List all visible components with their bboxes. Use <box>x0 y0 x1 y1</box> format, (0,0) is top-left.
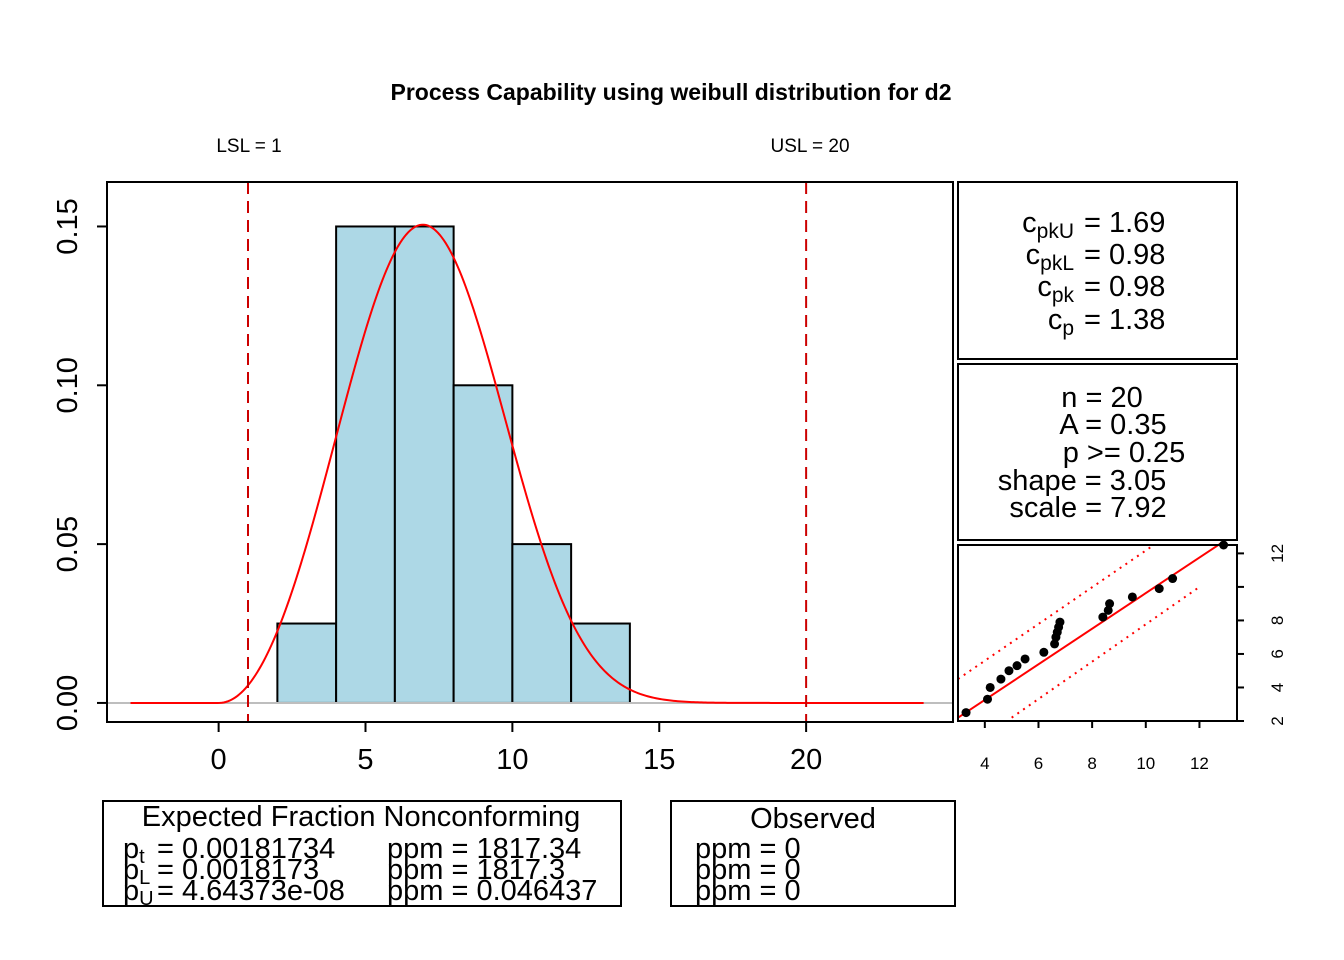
fitted-line <box>957 542 1222 719</box>
probability-plot-y-axis: 2 4 6 8 12 <box>1237 544 1287 726</box>
ppm-L-observed: ppm = 0 <box>695 854 801 886</box>
stat-p: p >= 0.25 <box>1063 437 1186 469</box>
lower-confidence-band <box>1011 586 1201 719</box>
expected-title: Expected Fraction Nonconforming <box>142 801 580 833</box>
pt-label: pt <box>123 833 145 868</box>
probability-point <box>1103 605 1113 615</box>
stat-scale: scale = 7.92 <box>1009 492 1166 524</box>
x-tick-label: 6 <box>1034 754 1043 773</box>
x-tick-label: 20 <box>790 744 822 776</box>
ppm-U-observed: ppm = 0 <box>695 875 801 907</box>
histogram-y-axis: 0.00 0.05 0.10 0.15 <box>52 198 107 731</box>
ppm-L-expected: ppm = 1817.3 <box>387 854 565 886</box>
histogram-x-axis: 0 5 10 15 20 <box>211 722 822 776</box>
cpkL-value: = 0.98 <box>1084 239 1165 271</box>
histogram-bar <box>335 225 396 704</box>
y-tick-label: 4 <box>1268 683 1287 692</box>
pU-value: = 4.64373e-08 <box>157 875 345 907</box>
probability-plot-x-axis: 4 6 8 10 12 <box>980 721 1209 773</box>
pL-label: pL <box>123 854 150 889</box>
lsl-label: LSL = 1 <box>216 136 281 157</box>
x-tick-label: 10 <box>1136 754 1155 773</box>
pU-label: pU <box>123 875 154 910</box>
probability-point <box>996 674 1006 684</box>
histogram-bars <box>276 225 631 704</box>
cpkU-label: cpkU <box>1022 207 1074 243</box>
probability-point <box>1012 661 1022 671</box>
probability-plot-lines <box>957 542 1222 719</box>
cpkU-value: = 1.69 <box>1084 207 1165 239</box>
usl-label: USL = 20 <box>770 136 849 157</box>
capability-indices-box: cpkU = 1.69 cpkL = 0.98 cpk = 0.98 cp = … <box>957 181 1238 360</box>
histogram-bar <box>276 622 338 704</box>
probability-point <box>1039 647 1049 657</box>
x-tick-label: 15 <box>643 744 675 776</box>
stat-n: n = 20 <box>1061 382 1142 414</box>
cp-value: = 1.38 <box>1084 304 1165 336</box>
y-tick-label: 12 <box>1268 544 1287 563</box>
ppm-U-expected: ppm = 0.046437 <box>387 875 597 907</box>
probability-point <box>1105 599 1115 609</box>
histogram-bar <box>393 225 455 704</box>
x-tick-label: 4 <box>980 754 989 773</box>
ppm-t-expected: ppm = 1817.34 <box>387 833 581 865</box>
x-tick-label: 10 <box>496 744 528 776</box>
stat-shape: shape = 3.05 <box>998 465 1167 497</box>
probability-plot-points <box>961 540 1229 718</box>
x-tick-label: 12 <box>1190 754 1209 773</box>
histogram-bar <box>511 543 573 704</box>
y-tick-label: 6 <box>1268 649 1287 658</box>
chart-title: Process Capability using weibull distrib… <box>390 79 951 105</box>
cp-label: cp <box>1048 304 1074 340</box>
probability-point <box>1154 584 1164 594</box>
weibull-density-curve <box>130 223 924 704</box>
cpk-label: cpk <box>1037 271 1074 307</box>
probability-point <box>985 682 995 692</box>
probability-point <box>1127 592 1137 602</box>
pt-value: = 0.00181734 <box>157 833 335 865</box>
probability-plot-panel: 4 6 8 10 12 2 4 6 8 12 <box>957 540 1287 773</box>
y-tick-label: 0.00 <box>52 675 84 731</box>
observed-title: Observed <box>750 803 876 835</box>
observed-nonconforming-box: Observed ppm = 0 ppm = 0 ppm = 0 <box>670 800 956 907</box>
upper-confidence-band <box>957 544 1155 680</box>
histogram-frame <box>106 181 954 723</box>
y-tick-label: 2 <box>1268 716 1287 725</box>
cpkL-label: cpkL <box>1026 239 1074 275</box>
probability-point <box>983 694 993 704</box>
pL-value: = 0.0018173 <box>157 854 319 886</box>
cpk-value: = 0.98 <box>1084 271 1165 303</box>
probability-plot-frame <box>957 544 1238 722</box>
histogram-bar <box>570 622 631 704</box>
histogram-panel: 0 5 10 15 20 0.00 0.05 0.10 0.15 <box>52 181 954 776</box>
x-tick-label: 8 <box>1087 754 1096 773</box>
probability-point <box>1004 666 1014 676</box>
probability-point <box>1050 639 1060 649</box>
histogram-bar <box>452 384 514 704</box>
probability-point <box>961 708 971 718</box>
probability-point <box>1020 654 1030 664</box>
stat-A: A = 0.35 <box>1059 409 1166 441</box>
fit-statistics-box: n = 20 A = 0.35 p >= 0.25 shape = 3.05 s… <box>957 363 1238 541</box>
x-tick-label: 0 <box>211 744 227 776</box>
expected-nonconforming-box: Expected Fraction Nonconforming pt = 0.0… <box>102 800 622 910</box>
probability-point <box>1055 617 1065 627</box>
y-tick-label: 8 <box>1268 616 1287 625</box>
x-tick-label: 5 <box>357 744 373 776</box>
probability-point <box>1168 574 1178 584</box>
ppm-t-observed: ppm = 0 <box>695 833 801 865</box>
y-tick-label: 0.10 <box>52 357 84 413</box>
y-tick-label: 0.15 <box>52 198 84 254</box>
probability-point <box>1098 612 1108 622</box>
y-tick-label: 0.05 <box>52 516 84 572</box>
